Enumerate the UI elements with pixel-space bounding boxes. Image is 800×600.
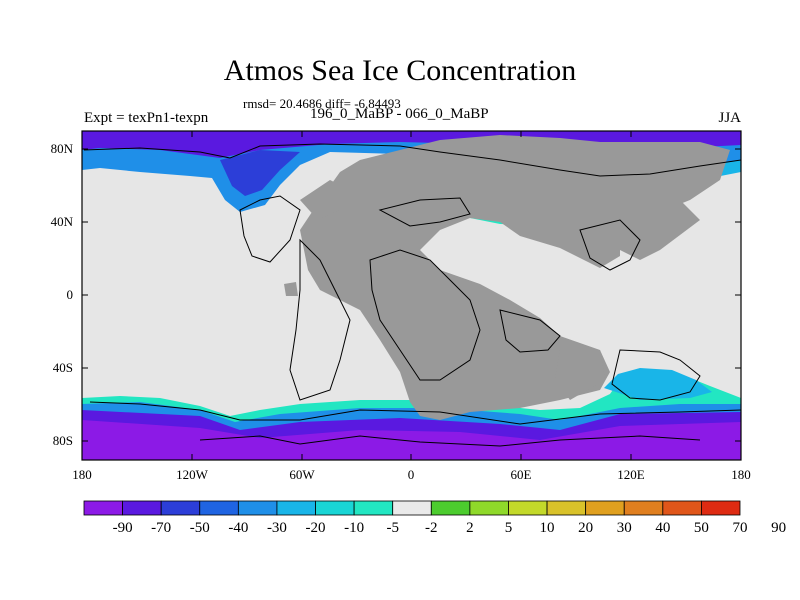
lon-label-120e: 120E bbox=[617, 467, 645, 482]
colorbar-label: 2 bbox=[466, 520, 474, 536]
arctic-ice-deep bbox=[220, 150, 300, 196]
colorbar-label: -70 bbox=[151, 520, 172, 536]
colorbar-swatch bbox=[701, 500, 741, 516]
colorbar bbox=[83, 500, 741, 516]
antarctic-ice-deep bbox=[82, 420, 741, 460]
colorbar-label: -10 bbox=[344, 520, 365, 536]
landmass-main bbox=[300, 135, 730, 420]
colorbar-swatch bbox=[508, 500, 548, 516]
experiment-label: Expt = texPn1-texpn bbox=[84, 110, 209, 126]
colorbar-label: 5 bbox=[504, 520, 513, 536]
coastlines bbox=[83, 143, 742, 447]
colorbar-label: 50 bbox=[693, 520, 709, 536]
lat-label-0: 0 bbox=[66, 287, 74, 302]
colorbar-swatch bbox=[276, 500, 316, 516]
lon-label-60e: 60E bbox=[510, 467, 532, 482]
colorbar-label: 20 bbox=[578, 520, 594, 536]
lat-label-40n: 40N bbox=[50, 214, 73, 229]
colorbar-label: -30 bbox=[266, 520, 287, 536]
lat-label-80n: 80N bbox=[50, 141, 73, 156]
lon-label-180w: 180 bbox=[72, 467, 92, 482]
lon-label-120w: 120W bbox=[176, 467, 208, 482]
landmass-island bbox=[284, 282, 298, 296]
colorbar-swatch bbox=[662, 500, 702, 516]
lon-label-60w: 60W bbox=[289, 467, 315, 482]
stats-text: rmsd= 20.4686 diff= -6.84493 bbox=[243, 96, 401, 111]
colorbar-swatch bbox=[392, 500, 432, 516]
colorbar-label: 70 bbox=[732, 520, 748, 536]
lon-label-0: 0 bbox=[407, 467, 415, 482]
colorbar-swatch bbox=[623, 500, 664, 516]
colorbar-label: -2 bbox=[425, 520, 438, 536]
landmass-south-tail bbox=[555, 350, 605, 400]
lat-label-80s: 80S bbox=[52, 433, 73, 448]
colorbar-swatch bbox=[546, 500, 587, 516]
map-panel bbox=[81, 130, 742, 461]
colorbar-label: -40 bbox=[228, 520, 249, 536]
colorbar-swatch bbox=[469, 500, 509, 516]
colorbar-swatch bbox=[199, 500, 239, 516]
landmass-west bbox=[300, 180, 350, 220]
season-label: JJA bbox=[718, 110, 741, 126]
lon-label-180e: 180 bbox=[731, 467, 751, 482]
colorbar-swatch bbox=[585, 500, 625, 516]
lat-label-40s: 40S bbox=[52, 360, 73, 375]
colorbar-label: -90 bbox=[112, 520, 133, 536]
colorbar-swatch bbox=[237, 500, 278, 516]
colorbar-swatch bbox=[160, 500, 201, 516]
colorbar-label: -5 bbox=[386, 520, 399, 536]
colorbar-swatch bbox=[315, 500, 355, 516]
plot-title: Atmos Sea Ice Concentration bbox=[223, 54, 577, 87]
axis-ticks bbox=[82, 131, 741, 460]
landmass-east bbox=[620, 200, 700, 260]
colorbar-label: 30 bbox=[616, 520, 632, 536]
colorbar-label: 10 bbox=[539, 520, 555, 536]
colorbar-label: 40 bbox=[655, 520, 671, 536]
colorbar-label: 90 bbox=[771, 520, 787, 536]
colorbar-swatch bbox=[353, 500, 394, 516]
comparison-label: 196_0_MaBP - 066_0_MaBP bbox=[310, 106, 489, 122]
colorbar-label: -50 bbox=[189, 520, 210, 536]
colorbar-swatch bbox=[83, 500, 123, 516]
colorbar-swatch bbox=[430, 500, 471, 516]
southern-ocean-blob bbox=[604, 368, 712, 400]
colorbar-swatch bbox=[122, 500, 162, 516]
colorbar-label: -20 bbox=[305, 520, 326, 536]
